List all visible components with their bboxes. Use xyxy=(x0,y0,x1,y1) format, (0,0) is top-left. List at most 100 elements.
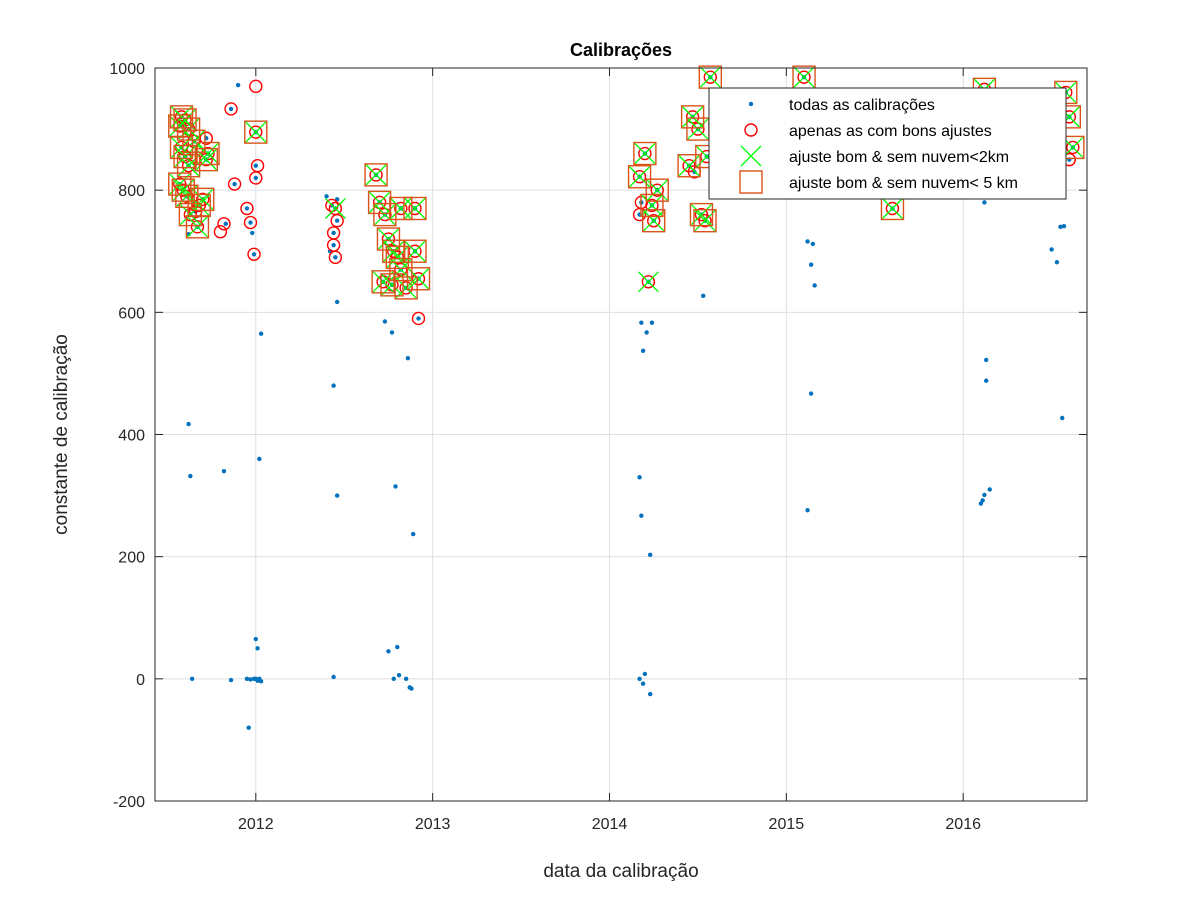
cloud_2km-point xyxy=(245,121,267,143)
x-tick-label: 2014 xyxy=(592,816,628,833)
all-point xyxy=(409,686,414,691)
all-point xyxy=(334,218,340,223)
all-point xyxy=(647,552,653,558)
good_fit-point xyxy=(217,217,231,231)
cloud_2km-point xyxy=(682,106,704,128)
all-point xyxy=(982,200,987,205)
cloud_5km-point xyxy=(191,187,215,212)
cloud_5km-point xyxy=(680,105,705,129)
good_fit-point xyxy=(247,247,261,262)
all-point xyxy=(649,320,655,325)
good_fit-point xyxy=(328,250,343,265)
good_fit-point xyxy=(698,214,712,228)
good_fit-point xyxy=(249,79,263,94)
cloud_5km-point xyxy=(178,202,203,227)
all-point xyxy=(389,330,395,335)
x-tick-label: 2016 xyxy=(945,816,981,833)
cloud_2km-point xyxy=(324,198,346,219)
all-point xyxy=(983,357,989,363)
cloud_5km-point xyxy=(403,239,427,263)
x-tick-label: 2015 xyxy=(769,816,805,833)
cloud_2km-point xyxy=(643,210,665,232)
all-point xyxy=(186,421,191,427)
y-tick-label: 1000 xyxy=(109,61,145,78)
cloud_5km-point xyxy=(645,178,669,202)
all-point xyxy=(640,681,646,686)
cloud_5km-point xyxy=(389,196,413,221)
all-point xyxy=(253,636,259,642)
all-point xyxy=(1060,415,1065,421)
all-point xyxy=(805,508,810,513)
all-point xyxy=(1058,224,1063,230)
series-cloud_5km xyxy=(168,65,1085,300)
cloud_2km-point xyxy=(793,66,815,88)
y-axis-label: constante de calibração xyxy=(51,334,72,535)
cloud_5km-point xyxy=(627,165,652,189)
x-tick-label: 2012 xyxy=(238,816,274,833)
all-point xyxy=(244,206,250,211)
cloud_5km-point xyxy=(367,190,392,215)
legend-marker-cloud_5km xyxy=(739,170,763,194)
all-point xyxy=(188,473,193,479)
good_fit-point xyxy=(249,125,263,139)
cloud_2km-point xyxy=(404,198,426,219)
all-point xyxy=(331,230,336,236)
legend-marker-good_fit xyxy=(744,123,758,137)
all-point xyxy=(980,498,985,503)
cloud_5km-point xyxy=(382,239,406,263)
cloud_5km-point xyxy=(406,267,431,291)
legend-marker-cloud_2km xyxy=(740,145,762,167)
good_fit-point xyxy=(408,201,422,216)
all-point xyxy=(255,646,260,651)
all-point xyxy=(248,220,253,225)
all-point xyxy=(411,531,416,537)
all-point xyxy=(331,383,336,388)
cloud_5km-point xyxy=(376,227,401,251)
cloud_2km-point xyxy=(634,143,656,164)
cloud_2km-point xyxy=(637,271,659,293)
all-point xyxy=(1061,224,1067,229)
good_fit-point xyxy=(399,281,413,295)
cloud_2km-point xyxy=(365,164,387,186)
good_fit-point xyxy=(797,70,811,84)
all-point xyxy=(640,348,646,354)
all-point xyxy=(403,676,409,682)
all-point xyxy=(333,255,338,260)
cloud_2km-point xyxy=(694,210,716,232)
good_fit-point xyxy=(650,183,664,197)
y-tick-label: 600 xyxy=(118,305,145,322)
good_fit-point xyxy=(394,201,408,216)
all-point xyxy=(250,230,255,236)
all-point xyxy=(235,82,241,88)
cloud_2km-point xyxy=(374,204,396,226)
good_fit-point xyxy=(645,198,659,213)
cloud_5km-point xyxy=(689,202,714,227)
all-point xyxy=(1054,260,1060,265)
all-point xyxy=(253,163,259,168)
all-point xyxy=(253,175,259,181)
cloud_5km-point xyxy=(171,178,195,202)
good_fit-point xyxy=(1066,140,1080,155)
all-point xyxy=(331,674,336,680)
cloud_5km-point xyxy=(385,245,409,270)
all-point xyxy=(251,252,257,257)
all-point xyxy=(808,262,814,267)
all-point xyxy=(386,649,391,654)
cloud_5km-point xyxy=(176,154,201,178)
cloud_5km-point xyxy=(677,154,701,178)
legend-label-good_fit: apenas as com bons ajustes xyxy=(789,123,992,140)
good_fit-point xyxy=(213,225,228,239)
cloud_5km-point xyxy=(196,141,220,166)
all-point xyxy=(334,299,340,305)
legend: todas as calibrações apenas as com bons a… xyxy=(708,87,1067,200)
y-tick-label: 0 xyxy=(136,672,145,689)
cloud_5km-point xyxy=(176,117,201,141)
axis-ticks: 2012 2013 2014 2015 2016 -200 0 200 400 600 800 100… xyxy=(109,61,1087,833)
cloud_5km-point xyxy=(693,209,717,233)
cloud_5km-point xyxy=(185,215,210,239)
all-point xyxy=(395,644,400,650)
cloud_5km-point xyxy=(168,172,192,196)
good_fit-point xyxy=(647,214,661,228)
all-point xyxy=(639,513,644,518)
all-point xyxy=(637,475,642,480)
